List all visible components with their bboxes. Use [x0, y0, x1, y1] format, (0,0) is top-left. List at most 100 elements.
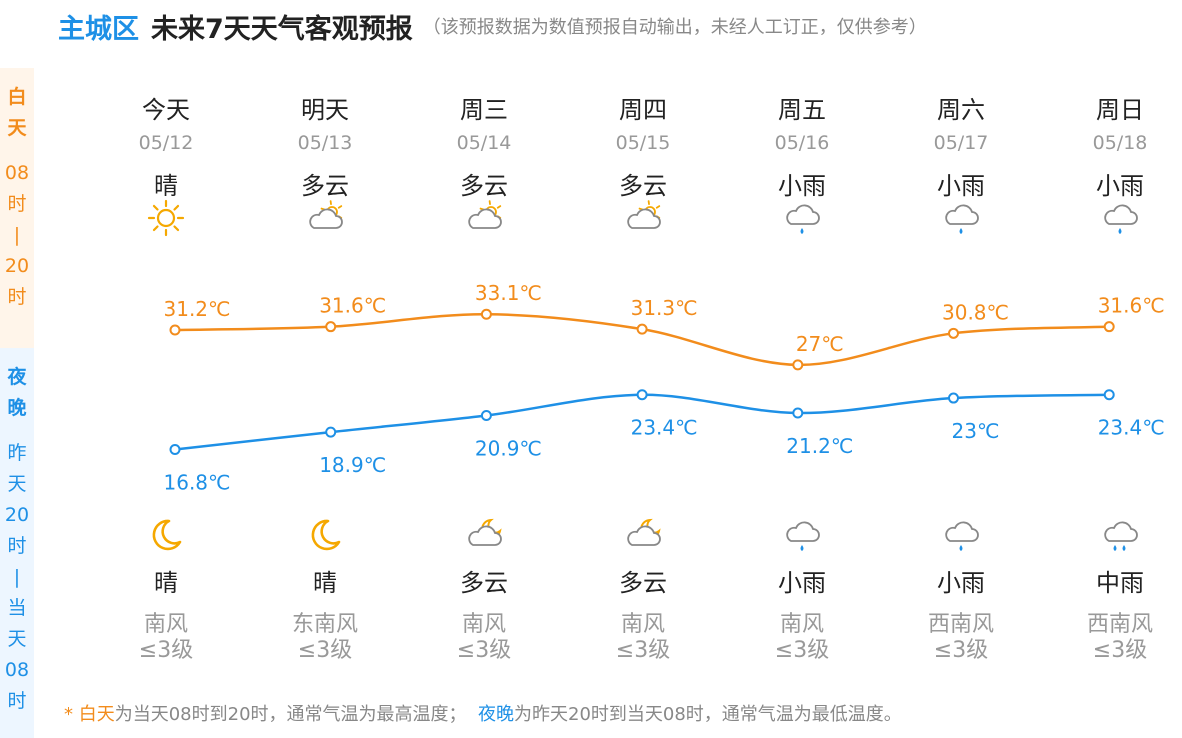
moon-icon: [311, 519, 341, 551]
disclaimer-note: （该预报数据为数值预报自动输出，未经人工订正，仅供参考）: [422, 17, 927, 38]
day-date: 05/15: [615, 132, 671, 154]
day-date: 05/13: [297, 132, 353, 154]
cloudy-night-icon: [468, 518, 502, 546]
daytime-side-label: 白 天 08 时 | 20 时: [0, 68, 34, 348]
side-night-char: |: [13, 566, 21, 588]
wind-level: ≤3级: [297, 638, 353, 663]
day-weather: 晴: [154, 172, 178, 200]
wind-direction: 南风: [620, 612, 665, 637]
day-name: 今天: [142, 96, 190, 124]
partly-cloudy-icon: [627, 200, 661, 229]
low-temp-point[interactable]: [169, 444, 181, 456]
side-night-char: 天: [7, 628, 27, 650]
wind-level: ≤3级: [1092, 638, 1148, 663]
low-temp-point[interactable]: [480, 409, 492, 421]
high-temp-point[interactable]: [636, 323, 648, 335]
side-day-char: 08: [4, 162, 30, 184]
high-temp-label: 31.6℃: [319, 294, 386, 318]
footnote-night-term: 夜晚: [478, 704, 514, 725]
light-rain-icon: [786, 204, 820, 234]
day-date: 05/12: [138, 132, 194, 154]
side-day-char: 天: [7, 117, 27, 139]
forecast-day-column[interactable]: 周五 05/16 小雨 小雨 南风 ≤3级: [727, 0, 877, 700]
light-rain-icon: [786, 521, 820, 551]
day-name: 周四: [619, 96, 667, 124]
high-temp-label: 31.6℃: [1098, 294, 1165, 318]
side-night-char: 昨: [7, 442, 27, 464]
forecast-day-column[interactable]: 今天 05/12 晴 晴 南风 ≤3级: [91, 0, 241, 700]
partly-cloudy-icon: [468, 200, 502, 229]
day-name: 明天: [301, 96, 349, 124]
high-temp-label: 33.1℃: [475, 281, 542, 305]
side-night-char: 当: [7, 597, 27, 619]
low-temp-point[interactable]: [636, 389, 648, 401]
forecast-day-column[interactable]: 周四 05/15 多云 多云 南风 ≤3级: [568, 0, 718, 700]
wind-level: ≤3级: [615, 638, 671, 663]
location-name[interactable]: 主城区: [58, 13, 139, 45]
moon-icon: [152, 519, 182, 551]
high-temp-label: 31.3℃: [631, 296, 698, 320]
high-temp-point[interactable]: [169, 324, 181, 336]
night-weather: 小雨: [937, 569, 985, 597]
footnote-star: *: [64, 704, 79, 725]
high-temp-point[interactable]: [792, 359, 804, 371]
night-weather: 晴: [313, 569, 337, 597]
side-day-char: 时: [7, 286, 27, 308]
forecast-day-column[interactable]: 周六 05/17 小雨 小雨 西南风 ≤3级: [886, 0, 1036, 700]
page-title: 未来7天天气客观预报: [151, 13, 413, 45]
low-temp-point[interactable]: [792, 407, 804, 419]
wind-direction: 南风: [461, 612, 506, 637]
wind-level: ≤3级: [456, 638, 512, 663]
day-date: 05/14: [456, 132, 512, 154]
light-rain-icon: [945, 204, 979, 234]
day-weather: 多云: [301, 172, 349, 200]
day-name: 周三: [460, 96, 508, 124]
footnote: * 白天为当天08时到20时，通常气温为最高温度； 夜晚为昨天20时到当天08时…: [64, 700, 902, 726]
forecast-day-column[interactable]: 周日 05/18 小雨 中雨 西南风 ≤3级: [1045, 0, 1182, 700]
side-day-char: 时: [7, 193, 27, 215]
day-weather: 多云: [460, 172, 508, 200]
high-temp-point[interactable]: [325, 321, 337, 333]
side-night-char: 时: [7, 535, 27, 557]
side-night-char: 天: [7, 473, 27, 495]
side-night-char: 晚: [7, 397, 27, 419]
high-temp-point[interactable]: [1103, 321, 1115, 333]
sun-icon: [147, 199, 185, 237]
moderate-rain-icon: [1104, 521, 1138, 551]
side-day-char: |: [13, 224, 21, 246]
high-temp-point[interactable]: [948, 327, 959, 339]
low-temp-point[interactable]: [1103, 389, 1115, 401]
high-temp-label: 31.2℃: [164, 297, 231, 321]
forecast-day-column[interactable]: 周三 05/14 多云 多云 南风 ≤3级: [409, 0, 559, 700]
day-weather: 多云: [619, 172, 667, 200]
low-temp-point[interactable]: [325, 426, 337, 438]
wind-direction: 西南风: [927, 612, 994, 637]
night-weather: 中雨: [1096, 569, 1144, 597]
side-night-char: 20: [4, 504, 30, 526]
side-night-char: 时: [7, 690, 27, 712]
low-temp-label: 23.4℃: [1098, 416, 1165, 440]
wind-direction: 南风: [779, 612, 824, 637]
low-temp-label: 16.8℃: [164, 471, 231, 495]
forecast-day-column[interactable]: 明天 05/13 多云 晴 东南风 ≤3级: [250, 0, 400, 700]
day-weather: 小雨: [778, 172, 826, 200]
footnote-night-text: 为昨天20时到当天08时，通常气温为最低温度。: [514, 704, 902, 725]
wind-direction: 南风: [143, 612, 188, 637]
day-date: 05/18: [1092, 132, 1148, 154]
side-day-char: 白: [7, 86, 27, 108]
side-day-char: 20: [4, 255, 30, 277]
cloudy-night-icon: [627, 518, 661, 546]
low-temp-label: 21.2℃: [786, 434, 853, 458]
low-temp-label: 23.4℃: [631, 416, 698, 440]
low-temp-label: 18.9℃: [319, 453, 386, 477]
footnote-day-text: 为当天08时到20时，通常气温为最高温度；: [114, 704, 467, 725]
wind-direction: 西南风: [1086, 612, 1153, 637]
page-header: 主城区 未来7天天气客观预报 （该预报数据为数值预报自动输出，未经人工订正，仅供…: [58, 6, 927, 46]
high-temp-point[interactable]: [480, 308, 492, 320]
low-temp-label: 23℃: [952, 419, 1000, 443]
low-temp-point[interactable]: [948, 392, 959, 404]
day-name: 周五: [778, 96, 826, 124]
side-night-char: 08: [4, 659, 30, 681]
day-weather: 小雨: [937, 172, 985, 200]
